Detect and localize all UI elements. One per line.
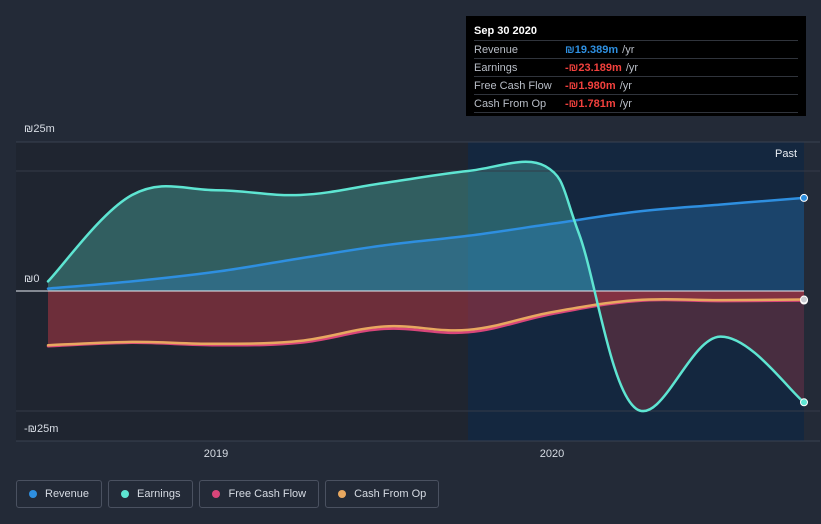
legend-label: Cash From Op: [354, 488, 427, 500]
legend: Revenue Earnings Free Cash Flow Cash Fro…: [16, 480, 440, 508]
tooltip-row-cash-from-op: Cash From Op -₪1.781m /yr: [474, 94, 798, 113]
area-cash-from-op-negative: [48, 291, 804, 346]
chart-gridlines: [16, 141, 820, 442]
marker-earnings: [800, 398, 808, 407]
tooltip-label: Earnings: [474, 61, 518, 74]
tooltip-date: Sep 30 2020: [474, 25, 537, 37]
tooltip-label: Revenue: [474, 43, 519, 56]
tooltip-unit: /yr: [625, 61, 639, 74]
tooltip-unit: /yr: [619, 79, 632, 92]
tooltip-label: Cash From Op: [474, 97, 547, 110]
area-earnings-negative: [48, 291, 804, 412]
tooltip-label: Free Cash Flow: [474, 79, 552, 92]
line-earnings: [46, 160, 806, 413]
legend-item-cash-from-op[interactable]: Cash From Op: [325, 480, 440, 508]
area-earnings-positive: [48, 161, 804, 291]
area-free-cash-flow-negative: [48, 291, 804, 347]
marker-revenue: [800, 193, 808, 202]
y-tick-label: ₪0: [24, 273, 39, 285]
area-revenue-positive: [48, 197, 804, 291]
marker-cash-from-op: [800, 295, 808, 304]
tooltip-value: ₪19.389m: [565, 43, 619, 56]
past-label: Past: [775, 148, 797, 160]
line-cash-from-op: [46, 297, 806, 347]
legend-dot-icon: [121, 490, 130, 498]
legend-dot-icon: [338, 490, 347, 498]
tooltip-unit: /yr: [619, 97, 632, 110]
chart-labels: ₪25m ₪0 -₪25m 2019 2020 Past: [24, 123, 797, 460]
x-tick-label: 2019: [204, 448, 228, 460]
legend-dot-icon: [212, 490, 221, 498]
chart-lines: [46, 160, 808, 413]
legend-label: Revenue: [45, 488, 90, 500]
legend-item-earnings[interactable]: Earnings: [108, 480, 194, 508]
tooltip-row-free-cash-flow: Free Cash Flow -₪1.980m /yr: [474, 76, 798, 94]
legend-item-revenue[interactable]: Revenue: [16, 480, 103, 508]
x-tick-label: 2020: [540, 448, 564, 460]
tooltip-value: -₪1.980m: [565, 79, 616, 92]
tooltip: Sep 30 2020 Revenue ₪19.389m /yr Earning…: [466, 16, 806, 116]
tooltip-row-revenue: Revenue ₪19.389m /yr: [474, 40, 798, 58]
chart-areas: [48, 161, 804, 412]
tooltip-unit: /yr: [622, 43, 635, 56]
legend-label: Free Cash Flow: [228, 488, 307, 500]
legend-item-free-cash-flow[interactable]: Free Cash Flow: [199, 480, 320, 508]
legend-dot-icon: [29, 490, 37, 498]
tooltip-value: -₪1.781m: [565, 97, 616, 110]
y-tick-label: -₪25m: [24, 423, 58, 435]
y-tick-label: ₪25m: [24, 123, 55, 135]
tooltip-value: -₪23.189m: [565, 61, 622, 74]
line-revenue: [46, 196, 806, 290]
tooltip-row-earnings: Earnings -₪23.189m /yr: [474, 58, 798, 76]
legend-label: Earnings: [137, 488, 181, 500]
